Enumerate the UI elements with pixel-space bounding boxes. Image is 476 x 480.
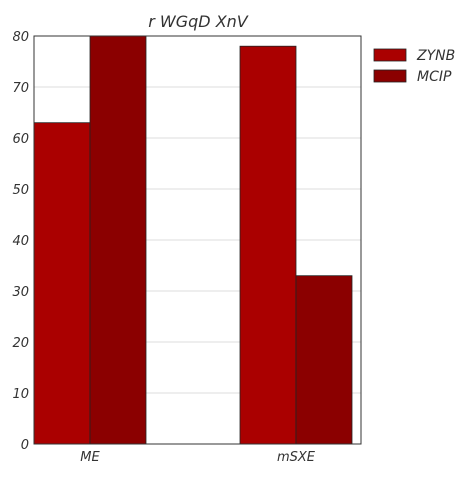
bar-ZYNB-ME — [33, 122, 91, 445]
y-tick-label: 10 — [12, 387, 29, 402]
y-tick-label: 20 — [12, 336, 29, 351]
y-tick-label: 0 — [21, 438, 29, 453]
y-tick-label: 50 — [12, 183, 29, 198]
x-axis: ME mSXE — [80, 450, 316, 465]
legend-label: MCIP — [417, 69, 452, 85]
plot-frame — [33, 35, 362, 445]
bar-ZYNB-mSXE — [239, 45, 297, 445]
legend-swatch — [373, 48, 407, 62]
y-axis: 0 10 20 30 40 50 60 70 80 — [12, 30, 29, 453]
legend: ZYNB MCIP — [373, 48, 455, 85]
legend-swatch — [373, 69, 407, 83]
bars — [33, 35, 353, 445]
y-tick-label: 30 — [12, 285, 29, 300]
y-tick-label: 40 — [12, 234, 29, 249]
legend-label: ZYNB — [416, 48, 455, 64]
y-tick-label: 80 — [12, 30, 29, 45]
bar-MCIP-ME — [89, 35, 147, 445]
x-tick-label: ME — [80, 450, 100, 465]
y-tick-label: 70 — [12, 81, 29, 96]
y-tick-label: 60 — [12, 132, 29, 147]
chart-title: r WGqD XnV — [148, 12, 249, 31]
x-tick-label: mSXE — [277, 450, 316, 465]
bar-MCIP-mSXE — [295, 275, 353, 445]
